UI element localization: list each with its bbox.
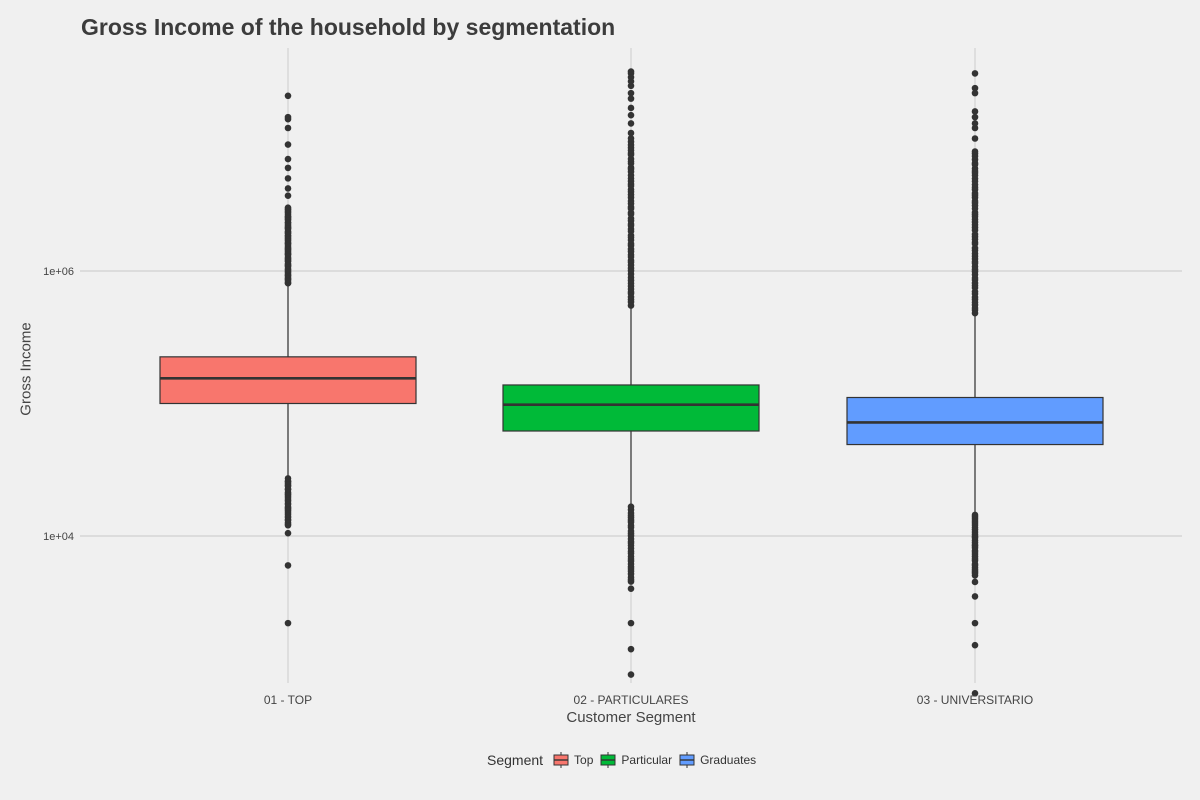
outlier-point-lowx-0-0 [284,529,292,537]
legend-title: Segment [487,752,544,768]
outlier-point-highx-1-0 [627,129,635,137]
box-1 [502,384,760,432]
legend-key-top [553,752,569,768]
outlier-point-highx-1-10 [627,68,635,75]
outlier-point-lowx-2-4 [971,689,979,697]
outlier-point-highx-1-4 [627,95,635,102]
y-tick-label-0: 1e+04 [43,531,74,543]
outlier-point-lowx-0-1 [284,562,292,569]
legend-label-graduates: Graduates [700,753,757,767]
outlier-point-lowx-2-3 [971,641,979,649]
axis-layer: 1e+04 1e+06 01 - TOP 02 - PARTICULARES 03 - … [43,266,1033,707]
outlier-point-highx-2-3 [971,113,979,121]
outlier-point-highx-0-5 [284,141,292,148]
box-2 [846,396,1104,446]
outlier-point-highx-0-2 [284,175,292,182]
legend-label-top: Top [574,753,594,767]
outlier-point-highx-2-0 [971,135,979,142]
legend: Segment Top Particular Graduates [487,752,757,768]
outlier-point-low-2-29 [971,511,979,519]
outlier-point-high-2-59 [971,148,979,155]
outlier-point-lowx-2-0 [971,578,979,586]
outlier-point-lowx-0-2 [284,619,292,627]
legend-glyph-0 [553,752,569,768]
boxplot-particular [502,68,760,678]
outlier-point-low-0-29 [284,475,292,482]
outlier-point-highx-2-5 [971,89,979,97]
outlier-point-highx-1-5 [627,89,635,97]
legend-label-particular: Particular [621,753,673,767]
outlier-point-lowx-1-0 [627,585,635,593]
outlier-point-lowx-1-3 [627,671,635,678]
box-0 [159,356,417,405]
outlier-point-highx-0-3 [284,164,292,172]
y-axis-label: Gross Income [17,322,35,416]
legend-key-graduates [679,752,695,768]
outlier-point-high-0-59 [284,204,292,211]
outlier-point-highx-0-6 [284,124,292,132]
outlier-point-highx-0-9 [284,92,292,100]
legend-item-particular: Particular [600,752,672,768]
outlier-point-highx-0-1 [284,185,292,192]
outlier-point-highx-2-6 [971,84,979,92]
box-layer [159,68,1104,697]
outlier-point-lowx-2-1 [971,593,979,600]
outlier-point-highx-1-1 [627,120,635,127]
outlier-point-highx-1-3 [627,104,635,112]
outlier-point-highx-2-7 [971,70,979,77]
outlier-point-lowx-1-1 [627,619,635,627]
outlier-point-highx-0-8 [284,113,292,121]
outlier-point-highx-2-2 [971,120,979,127]
outlier-point-highx-2-1 [971,124,979,132]
x-tick-label-2: 03 - UNIVERSITARIO [917,693,1033,707]
outlier-point-lowx-2-2 [971,619,979,627]
x-tick-label-0: 01 - TOP [264,693,312,707]
legend-glyph-2 [679,752,695,768]
legend-item-top: Top [553,752,593,768]
legend-item-graduates: Graduates [679,752,756,768]
x-tick-label-1: 02 - PARTICULARES [574,693,689,707]
outlier-point-high-1-59 [627,135,635,142]
boxplot-top [159,92,417,627]
boxplot-graduates [846,70,1104,697]
x-axis-label: Customer Segment [566,709,696,726]
outlier-point-lowx-1-2 [627,645,635,653]
outlier-point-highx-2-4 [971,108,979,115]
legend-key-particular [600,752,616,768]
outlier-point-highx-0-0 [284,192,292,200]
legend-glyph-1 [600,752,616,768]
outlier-point-highx-1-2 [627,111,635,119]
chart-title: Gross Income of the household by segment… [81,14,616,40]
outlier-point-low-1-29 [627,503,635,511]
outlier-point-highx-0-4 [284,155,292,163]
y-tick-label-1: 1e+06 [43,266,74,278]
